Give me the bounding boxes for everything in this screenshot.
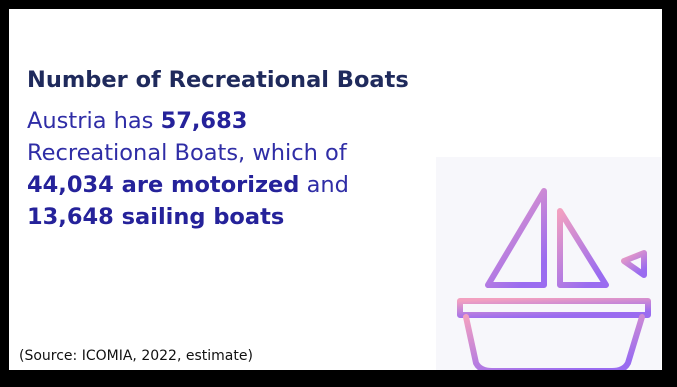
deck: [457, 298, 651, 318]
motorized-value: 44,034 are motorized: [27, 172, 300, 198]
left-sail: [485, 188, 547, 288]
motorized-suffix: and: [299, 172, 349, 198]
right-sail: [557, 208, 609, 288]
flag: [621, 250, 647, 278]
total-boats-value: 57,683: [160, 108, 248, 134]
hull: [463, 314, 645, 370]
card-title: Number of Recreational Boats: [27, 67, 409, 93]
sailboat-icon: [457, 176, 651, 370]
total-line: Austria has 57,683: [27, 105, 467, 137]
recreational-line: Recreational Boats, which of: [27, 140, 347, 166]
motorized-line: 44,034 are motorized and: [27, 169, 467, 201]
info-card: Number of Recreational Boats Austria has…: [6, 6, 665, 373]
boat-statistics-text: Austria has 57,683 Recreational Boats, w…: [27, 105, 467, 233]
sailing-value: 13,648 sailing boats: [27, 204, 285, 230]
sailing-line: 13,648 sailing boats: [27, 201, 467, 233]
source-note: (Source: ICOMIA, 2022, estimate): [19, 348, 253, 364]
total-prefix: Austria has: [27, 108, 161, 134]
sailboat-illustration: [436, 157, 661, 370]
